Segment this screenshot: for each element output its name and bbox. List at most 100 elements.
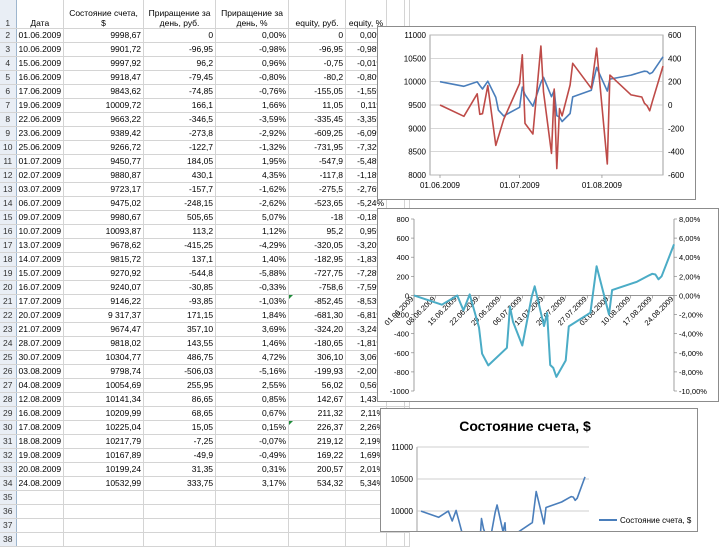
table-cell[interactable]: -155,05 xyxy=(288,84,347,99)
table-cell[interactable]: -5,24% xyxy=(345,196,388,211)
table-cell[interactable]: 01.07.2009 xyxy=(16,154,65,169)
empty-cell[interactable] xyxy=(143,504,217,519)
table-cell[interactable]: 9918,47 xyxy=(63,70,145,85)
empty-cell[interactable] xyxy=(143,490,217,505)
row-header[interactable]: 3 xyxy=(0,42,17,57)
table-cell[interactable]: 19.08.2009 xyxy=(16,448,65,463)
table-cell[interactable]: -1,32% xyxy=(215,140,290,155)
header-cell[interactable]: equity, руб. xyxy=(288,0,347,29)
table-cell[interactable]: -273,8 xyxy=(143,126,217,141)
empty-cell[interactable] xyxy=(215,504,290,519)
table-cell[interactable]: -157,7 xyxy=(143,182,217,197)
table-cell[interactable]: 03.08.2009 xyxy=(16,364,65,379)
table-cell[interactable]: 9818,02 xyxy=(63,336,145,351)
empty-cell[interactable] xyxy=(63,518,145,533)
table-cell[interactable]: 19.06.2009 xyxy=(16,98,65,113)
table-cell[interactable]: 24.08.2009 xyxy=(16,476,65,491)
table-cell[interactable]: -0,49% xyxy=(215,448,290,463)
row-header[interactable]: 10 xyxy=(0,140,17,155)
row-header[interactable]: 18 xyxy=(0,252,17,267)
table-cell[interactable]: 200,57 xyxy=(288,462,347,477)
table-cell[interactable]: -122,7 xyxy=(143,140,217,155)
empty-cell[interactable] xyxy=(345,532,388,547)
empty-cell[interactable] xyxy=(16,504,65,519)
table-cell[interactable]: -727,75 xyxy=(288,266,347,281)
row-header[interactable]: 31 xyxy=(0,434,17,449)
table-cell[interactable]: 430,1 xyxy=(143,168,217,183)
table-cell[interactable]: 4,35% xyxy=(215,168,290,183)
row-header[interactable]: 27 xyxy=(0,378,17,393)
empty-cell[interactable] xyxy=(288,490,347,505)
table-cell[interactable]: 9663,22 xyxy=(63,112,145,127)
table-cell[interactable]: 0,67% xyxy=(215,406,290,421)
table-cell[interactable]: 18.08.2009 xyxy=(16,434,65,449)
table-cell[interactable]: 142,67 xyxy=(288,392,347,407)
table-cell[interactable]: 16.07.2009 xyxy=(16,280,65,295)
row-header[interactable]: 29 xyxy=(0,406,17,421)
table-cell[interactable]: -49,9 xyxy=(143,448,217,463)
table-cell[interactable]: 143,55 xyxy=(143,336,217,351)
row-header[interactable]: 4 xyxy=(0,56,17,71)
table-cell[interactable]: 333,75 xyxy=(143,476,217,491)
table-cell[interactable]: 10093,87 xyxy=(63,224,145,239)
table-cell[interactable]: 16.06.2009 xyxy=(16,70,65,85)
table-cell[interactable]: 17.07.2009 xyxy=(16,294,65,309)
table-cell[interactable]: 0,00% xyxy=(215,28,290,43)
table-cell[interactable]: 31,35 xyxy=(143,462,217,477)
row-header[interactable]: 32 xyxy=(0,448,17,463)
table-cell[interactable]: 20.07.2009 xyxy=(16,308,65,323)
table-cell[interactable]: -30,85 xyxy=(143,280,217,295)
row-header[interactable]: 2 xyxy=(0,28,17,43)
empty-cell[interactable] xyxy=(386,532,406,547)
empty-cell[interactable] xyxy=(143,518,217,533)
table-cell[interactable]: 171,15 xyxy=(143,308,217,323)
table-cell[interactable]: 10054,69 xyxy=(63,378,145,393)
table-cell[interactable]: 22.06.2009 xyxy=(16,112,65,127)
table-cell[interactable]: 10.06.2009 xyxy=(16,42,65,57)
table-cell[interactable]: 15.06.2009 xyxy=(16,56,65,71)
header-cell[interactable]: Состояние счета, $ xyxy=(63,0,145,29)
table-cell[interactable]: 10009,72 xyxy=(63,98,145,113)
table-cell[interactable]: 169,22 xyxy=(288,448,347,463)
row-header[interactable]: 23 xyxy=(0,322,17,337)
table-cell[interactable]: 04.08.2009 xyxy=(16,378,65,393)
table-cell[interactable]: 137,1 xyxy=(143,252,217,267)
table-cell[interactable]: 20.08.2009 xyxy=(16,462,65,477)
table-cell[interactable]: 226,37 xyxy=(288,420,347,435)
row-header[interactable]: 13 xyxy=(0,182,17,197)
empty-cell[interactable] xyxy=(288,532,347,547)
table-cell[interactable]: 01.06.2009 xyxy=(16,28,65,43)
table-cell[interactable]: -0,98% xyxy=(215,42,290,57)
table-cell[interactable]: 09.07.2009 xyxy=(16,210,65,225)
row-header[interactable]: 8 xyxy=(0,112,17,127)
row-header[interactable]: 36 xyxy=(0,504,17,519)
empty-cell[interactable] xyxy=(288,518,347,533)
table-cell[interactable]: 1,12% xyxy=(215,224,290,239)
header-cell[interactable]: equity, % xyxy=(345,0,388,29)
table-cell[interactable]: 306,10 xyxy=(288,350,347,365)
table-cell[interactable]: -335,45 xyxy=(288,112,347,127)
row-header[interactable]: 22 xyxy=(0,308,17,323)
table-cell[interactable]: 15,05 xyxy=(143,420,217,435)
table-cell[interactable]: -346,5 xyxy=(143,112,217,127)
table-cell[interactable]: -506,03 xyxy=(143,364,217,379)
row-header[interactable]: 25 xyxy=(0,350,17,365)
table-cell[interactable]: 02.07.2009 xyxy=(16,168,65,183)
table-cell[interactable]: 9389,42 xyxy=(63,126,145,141)
table-cell[interactable]: 113,2 xyxy=(143,224,217,239)
table-cell[interactable]: 5,07% xyxy=(215,210,290,225)
table-cell[interactable]: 9146,22 xyxy=(63,294,145,309)
table-cell[interactable]: 505,65 xyxy=(143,210,217,225)
table-cell[interactable]: 486,75 xyxy=(143,350,217,365)
table-cell[interactable]: 0,31% xyxy=(215,462,290,477)
table-cell[interactable]: 56,02 xyxy=(288,378,347,393)
table-cell[interactable]: 17.08.2009 xyxy=(16,420,65,435)
table-cell[interactable]: -3,59% xyxy=(215,112,290,127)
table-cell[interactable]: 17.06.2009 xyxy=(16,84,65,99)
table-cell[interactable]: 95,2 xyxy=(288,224,347,239)
row-header[interactable]: 30 xyxy=(0,420,17,435)
table-cell[interactable]: -5,88% xyxy=(215,266,290,281)
table-cell[interactable]: 9475,02 xyxy=(63,196,145,211)
table-cell[interactable]: 219,12 xyxy=(288,434,347,449)
header-cell[interactable]: Дата xyxy=(16,0,65,29)
